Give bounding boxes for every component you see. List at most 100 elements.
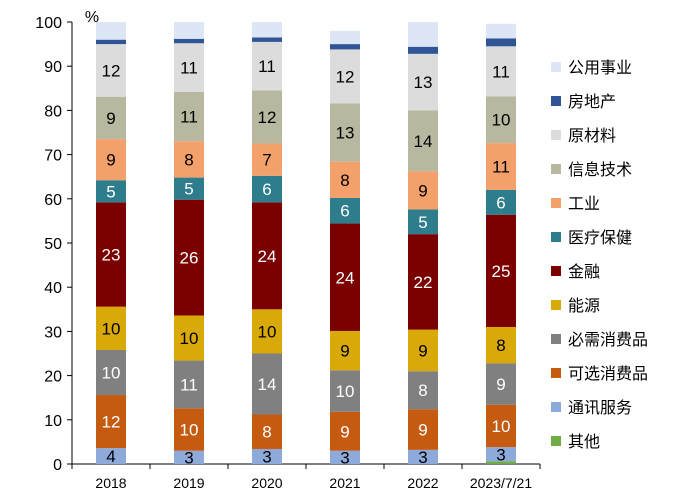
legend-label: 原材料 <box>568 126 616 145</box>
data-label: 9 <box>106 109 115 128</box>
bar-segment <box>96 22 126 40</box>
x-tick-label: 2019 <box>173 475 204 491</box>
bar-segment <box>330 30 360 45</box>
data-label: 3 <box>184 448 193 467</box>
y-unit-label: % <box>85 9 99 26</box>
bar-segment <box>330 450 360 464</box>
bar-segment <box>408 329 438 372</box>
data-label: 23 <box>102 245 121 264</box>
data-label: 12 <box>102 61 121 80</box>
bar-segment <box>252 309 282 354</box>
legend-swatch <box>551 300 561 310</box>
bar-segment <box>486 38 516 47</box>
data-label: 24 <box>336 268 355 287</box>
data-label: 5 <box>418 213 427 232</box>
bar-segment <box>174 408 204 451</box>
x-tick-label: 2018 <box>95 475 126 491</box>
y-tick-label: 80 <box>44 103 62 120</box>
bar-segment <box>96 180 126 203</box>
bar-segment <box>330 49 360 104</box>
y-tick-label: 20 <box>44 369 62 386</box>
legend-label: 医疗保健 <box>568 228 632 247</box>
bar-segment <box>330 44 360 50</box>
data-label: 10 <box>492 417 511 436</box>
y-tick-label: 90 <box>44 59 62 76</box>
bar-segment <box>252 22 282 38</box>
bar-segment <box>174 22 204 39</box>
bar-segment <box>408 53 438 111</box>
bar-segment <box>252 448 282 464</box>
data-label: 8 <box>496 336 505 355</box>
data-label: 3 <box>340 448 349 467</box>
legend-swatch <box>551 232 561 242</box>
bar-segment <box>486 404 516 448</box>
data-label: 13 <box>414 73 433 92</box>
legend-swatch <box>551 164 561 174</box>
bar-segment <box>486 214 516 327</box>
bar-segment <box>486 143 516 190</box>
bar-segment <box>486 23 516 39</box>
bar-segment <box>486 96 516 144</box>
y-tick-label: 60 <box>44 192 62 209</box>
data-label: 5 <box>184 180 193 199</box>
data-label: 11 <box>492 158 510 177</box>
bar-segment <box>408 409 438 450</box>
data-label: 3 <box>262 447 271 466</box>
bar-segment <box>96 306 126 350</box>
data-label: 6 <box>262 180 271 199</box>
bar-segment <box>486 326 516 364</box>
data-label: 22 <box>414 273 433 292</box>
x-tick-label: 2023/7/21 <box>470 475 532 491</box>
data-label: 9 <box>340 342 349 361</box>
data-label: 11 <box>180 59 198 78</box>
data-label: 8 <box>340 171 349 190</box>
data-label: 9 <box>418 341 427 360</box>
data-label: 10 <box>180 329 199 348</box>
legend-label: 工业 <box>568 194 600 213</box>
x-tick-label: 2021 <box>329 475 360 491</box>
bar-segment <box>330 161 360 198</box>
data-label: 14 <box>414 132 433 151</box>
bar-segment <box>252 143 282 176</box>
data-label: 9 <box>340 422 349 441</box>
data-label: 11 <box>492 62 510 81</box>
data-label: 7 <box>262 151 271 170</box>
bar-segment <box>408 46 438 54</box>
data-label: 4 <box>106 447 115 466</box>
legend-label: 公用事业 <box>568 58 632 77</box>
bar-segment <box>330 370 360 412</box>
bar-segment <box>330 330 360 371</box>
bar-segment <box>252 175 282 203</box>
bar-segment <box>174 141 204 178</box>
bar-segment <box>408 171 438 210</box>
bar-segment <box>96 96 126 140</box>
data-label: 11 <box>180 108 198 127</box>
x-tick-label: 2020 <box>251 475 282 491</box>
legend-swatch <box>551 368 561 378</box>
x-tick-label: 2022 <box>407 475 438 491</box>
bar-segment <box>96 44 126 97</box>
legend-swatch <box>551 334 561 344</box>
data-label: 3 <box>496 445 505 464</box>
y-tick-label: 40 <box>44 280 62 297</box>
legend-label: 房地产 <box>568 92 616 111</box>
legend-swatch <box>551 402 561 412</box>
bar-segment <box>174 360 204 409</box>
data-label: 6 <box>496 193 505 212</box>
bar-segment <box>330 197 360 224</box>
bar-segment <box>408 371 438 410</box>
bar-segment <box>408 234 438 330</box>
y-tick-label: 30 <box>44 324 62 341</box>
data-label: 3 <box>418 448 427 467</box>
bars: 4 12 10 10 23 5 9 9 12 3 10 11 10 26 5 8 11 11 3 8 14 10 24 6 7 1… <box>96 22 516 467</box>
data-label: 12 <box>336 67 355 86</box>
y-tick-label: 100 <box>35 15 62 32</box>
bar-segment <box>174 450 204 464</box>
bar-segment <box>486 461 516 464</box>
bar-segment <box>330 411 360 451</box>
legend-swatch <box>551 96 561 106</box>
y-tick-label: 70 <box>44 148 62 165</box>
axes: 0 10 20 30 40 50 60 70 80 90 100 % 2018 2019 2020 2021 2… <box>35 9 541 491</box>
legend-swatch <box>551 130 561 140</box>
